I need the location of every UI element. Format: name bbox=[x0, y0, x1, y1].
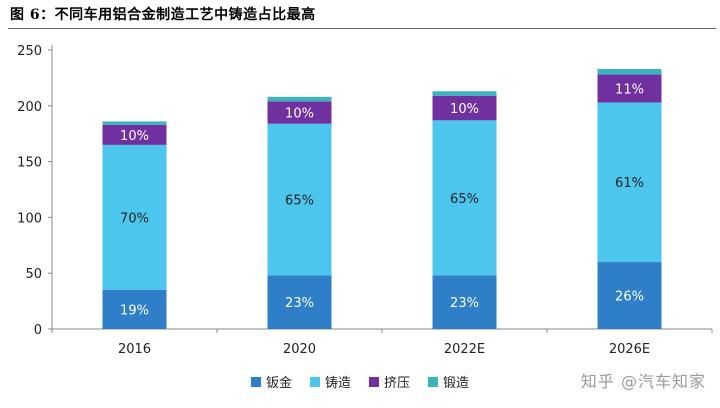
bar-segment bbox=[102, 121, 167, 125]
data-label: 70% bbox=[120, 211, 149, 226]
bar-segment bbox=[597, 68, 662, 75]
bar-segment bbox=[432, 275, 497, 329]
legend-label: 钣金 bbox=[265, 376, 292, 391]
legend-label: 铸造 bbox=[324, 376, 351, 391]
legend-swatch bbox=[309, 376, 320, 387]
legend-swatch bbox=[250, 376, 261, 387]
data-label: 61% bbox=[615, 176, 644, 191]
data-label: 10% bbox=[450, 102, 479, 117]
legend-label: 锻造 bbox=[443, 376, 470, 391]
title-divider bbox=[8, 28, 716, 29]
x-tick-label: 2022E bbox=[444, 342, 485, 357]
data-label: 23% bbox=[285, 296, 314, 311]
legend-item: 挤压 bbox=[369, 372, 410, 391]
data-label: 26% bbox=[615, 290, 644, 305]
figure-title: 图 6：不同车用铝合金制造工艺中铸造占比最高 bbox=[10, 7, 316, 23]
y-tick-label: 200 bbox=[17, 100, 42, 115]
watermark: 知乎 @汽车知家 bbox=[580, 372, 706, 391]
bar-segment bbox=[267, 275, 332, 329]
data-label: 19% bbox=[120, 303, 149, 318]
bar-segment bbox=[432, 120, 497, 276]
legend-item: 锻造 bbox=[428, 372, 469, 391]
legend-swatch bbox=[369, 376, 379, 387]
bar-segment bbox=[267, 96, 332, 102]
x-tick-label: 2026E bbox=[609, 342, 650, 357]
chart-legend: 钣金 铸造 挤压 锻造 bbox=[0, 372, 720, 391]
y-tick-label: 50 bbox=[25, 267, 42, 282]
legend-swatch bbox=[428, 376, 439, 387]
data-label: 23% bbox=[450, 296, 479, 311]
y-tick-label: 150 bbox=[17, 156, 42, 171]
bar-segment bbox=[597, 102, 662, 263]
bar-segment bbox=[597, 74, 662, 103]
bar-segment bbox=[597, 262, 662, 329]
legend-item: 钣金 bbox=[250, 372, 292, 391]
data-label: 10% bbox=[285, 106, 314, 121]
legend-item: 铸造 bbox=[309, 372, 351, 391]
bar-segment bbox=[432, 95, 497, 121]
y-tick-label: 0 bbox=[34, 323, 42, 338]
x-tick-label: 2016 bbox=[118, 342, 151, 357]
y-tick-label: 250 bbox=[17, 44, 42, 59]
bar-segment bbox=[432, 91, 497, 96]
x-tick-label: 2020 bbox=[283, 342, 316, 357]
data-label: 10% bbox=[120, 129, 149, 144]
bar-segment bbox=[267, 123, 332, 276]
bar-segment bbox=[102, 144, 167, 290]
data-label: 65% bbox=[450, 192, 479, 207]
legend-label: 挤压 bbox=[384, 376, 411, 391]
data-label: 11% bbox=[615, 83, 644, 98]
y-tick-label: 100 bbox=[17, 211, 42, 226]
data-label: 65% bbox=[285, 194, 314, 209]
bar-segment bbox=[102, 289, 167, 329]
bar-segment bbox=[267, 101, 332, 124]
bar-segment bbox=[102, 124, 167, 145]
